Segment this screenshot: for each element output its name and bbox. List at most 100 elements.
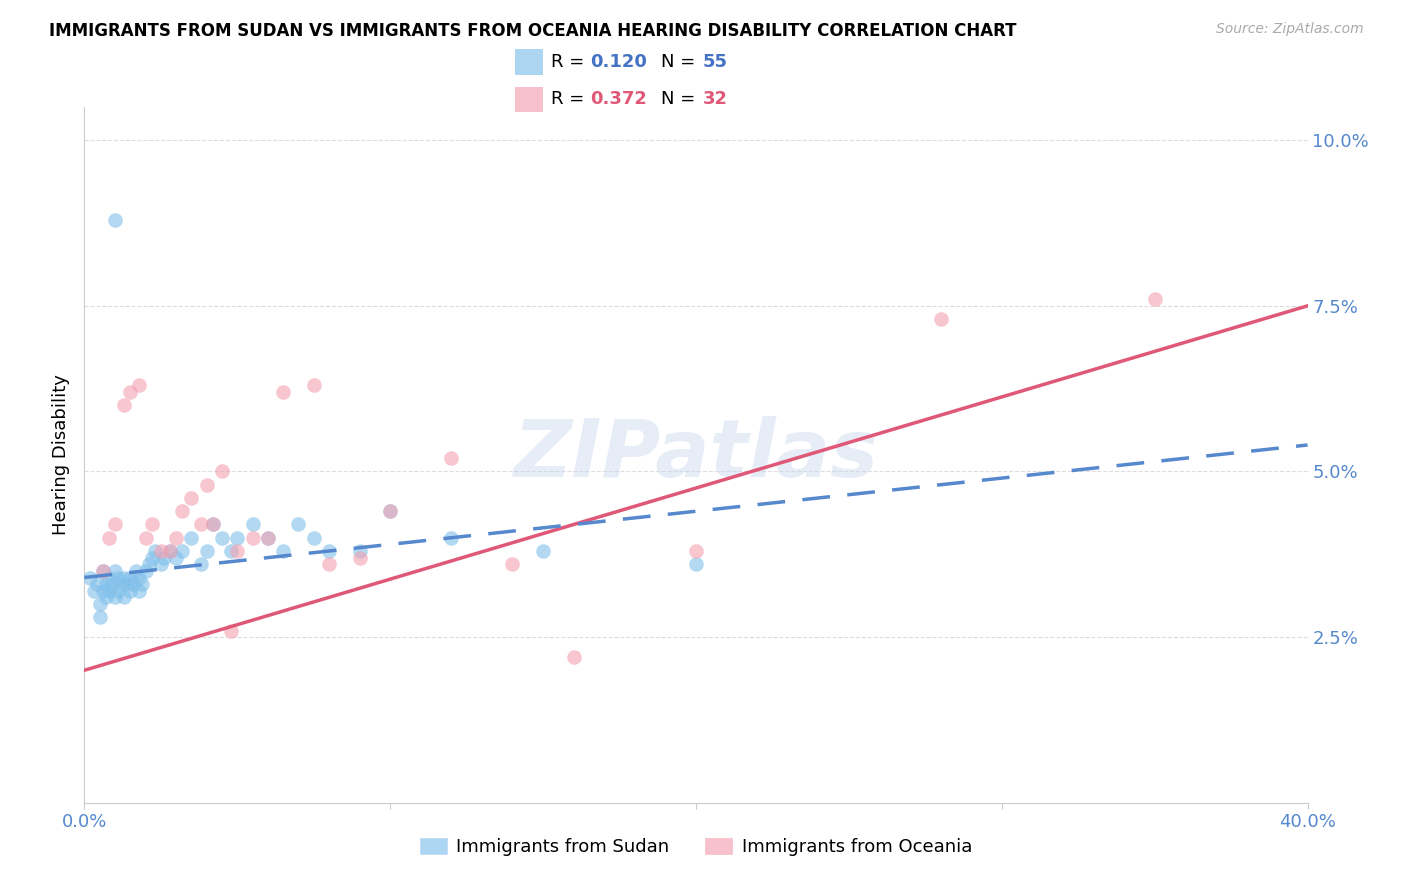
Point	[159, 544, 181, 558]
Point	[440, 451, 463, 466]
Point	[149, 544, 172, 558]
Point	[110, 577, 132, 591]
Point	[115, 577, 138, 591]
Legend: Immigrants from Sudan, Immigrants from Oceania: Immigrants from Sudan, Immigrants from O…	[413, 830, 979, 863]
Point	[685, 558, 707, 572]
Point	[94, 577, 117, 591]
Point	[143, 544, 166, 558]
Point	[91, 564, 114, 578]
Point	[302, 378, 325, 392]
Text: 55: 55	[703, 53, 728, 70]
Point	[929, 312, 952, 326]
Point	[112, 570, 135, 584]
Point	[107, 570, 129, 584]
Point	[302, 531, 325, 545]
Point	[149, 558, 172, 572]
Point	[180, 491, 202, 505]
Text: Source: ZipAtlas.com: Source: ZipAtlas.com	[1216, 22, 1364, 37]
Point	[128, 570, 150, 584]
Point	[440, 531, 463, 545]
Point	[120, 583, 142, 598]
Point	[318, 558, 340, 572]
Point	[101, 577, 124, 591]
Point	[172, 544, 194, 558]
Point	[91, 564, 114, 578]
Point	[180, 531, 202, 545]
Point	[201, 517, 224, 532]
Point	[257, 531, 280, 545]
Point	[226, 531, 249, 545]
Point	[165, 550, 187, 565]
Point	[104, 212, 127, 227]
Point	[165, 531, 187, 545]
Point	[94, 591, 117, 605]
Text: 32: 32	[703, 90, 728, 108]
Text: R =: R =	[551, 53, 591, 70]
Text: R =: R =	[551, 90, 591, 108]
Point	[226, 544, 249, 558]
Point	[201, 517, 224, 532]
Point	[502, 558, 524, 572]
Point	[120, 384, 142, 399]
Point	[79, 570, 101, 584]
Point	[104, 517, 127, 532]
Point	[271, 544, 294, 558]
Point	[141, 517, 163, 532]
Point	[190, 517, 212, 532]
Point	[685, 544, 707, 558]
Point	[242, 517, 264, 532]
Point	[1143, 292, 1166, 306]
Text: N =: N =	[661, 90, 700, 108]
Text: N =: N =	[661, 53, 700, 70]
Point	[141, 550, 163, 565]
Point	[104, 591, 127, 605]
Point	[135, 531, 157, 545]
Point	[120, 570, 142, 584]
Point	[104, 564, 127, 578]
Point	[107, 583, 129, 598]
Point	[128, 583, 150, 598]
Point	[190, 558, 212, 572]
Point	[131, 577, 153, 591]
Point	[211, 531, 233, 545]
Text: IMMIGRANTS FROM SUDAN VS IMMIGRANTS FROM OCEANIA HEARING DISABILITY CORRELATION : IMMIGRANTS FROM SUDAN VS IMMIGRANTS FROM…	[49, 22, 1017, 40]
FancyBboxPatch shape	[515, 49, 543, 75]
Text: 0.372: 0.372	[591, 90, 647, 108]
Point	[122, 577, 145, 591]
Point	[91, 583, 114, 598]
Point	[97, 583, 120, 598]
Point	[128, 378, 150, 392]
Point	[195, 544, 218, 558]
Point	[531, 544, 554, 558]
Point	[349, 550, 371, 565]
Point	[86, 577, 108, 591]
Point	[89, 597, 111, 611]
Point	[97, 531, 120, 545]
Point	[211, 465, 233, 479]
Point	[135, 564, 157, 578]
Point	[89, 610, 111, 624]
Point	[380, 504, 402, 518]
Point	[172, 504, 194, 518]
Point	[97, 570, 120, 584]
Point	[562, 650, 585, 665]
Point	[159, 544, 181, 558]
Y-axis label: Hearing Disability: Hearing Disability	[52, 375, 70, 535]
Point	[318, 544, 340, 558]
Point	[219, 544, 242, 558]
Text: ZIPatlas: ZIPatlas	[513, 416, 879, 494]
Point	[242, 531, 264, 545]
Point	[83, 583, 105, 598]
FancyBboxPatch shape	[515, 87, 543, 112]
Point	[257, 531, 280, 545]
Point	[271, 384, 294, 399]
Point	[380, 504, 402, 518]
Point	[112, 398, 135, 412]
Point	[349, 544, 371, 558]
Point	[112, 591, 135, 605]
Point	[153, 550, 176, 565]
Point	[287, 517, 309, 532]
Point	[138, 558, 160, 572]
Point	[125, 564, 148, 578]
Point	[195, 477, 218, 491]
